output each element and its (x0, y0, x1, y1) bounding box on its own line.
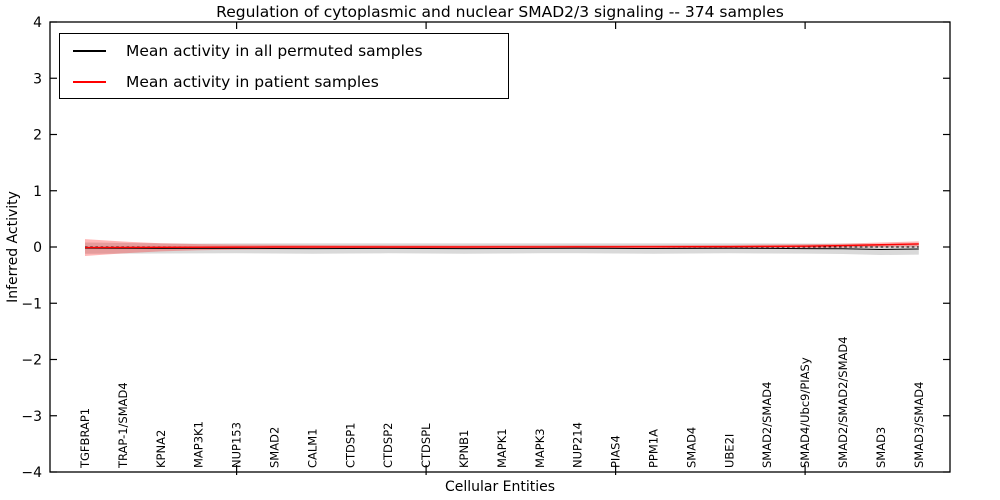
y-tick-label: −2 (21, 353, 42, 369)
x-category-label: UBE2I (722, 434, 736, 468)
x-axis-label: Cellular Entities (444, 479, 556, 495)
x-category-label: SMAD3 (874, 427, 888, 468)
x-category-label: PPM1A (647, 429, 661, 468)
legend-line-permuted-icon (73, 49, 106, 52)
x-category-label: KPNA2 (154, 430, 168, 468)
y-tick-label: 1 (33, 184, 42, 200)
x-category-label: PIAS4 (609, 435, 623, 468)
x-category-label: SMAD4/Ubc9/PIASy (798, 357, 812, 468)
y-tick-label: 3 (33, 71, 42, 87)
series-line-0 (84, 247, 919, 251)
x-category-label: SMAD2/SMAD4 (760, 382, 774, 468)
legend: Mean activity in all permuted samples Me… (59, 33, 509, 99)
x-category-label: KPNB1 (457, 430, 471, 468)
y-tick-label: 0 (33, 240, 42, 256)
y-tick-label: 2 (33, 128, 42, 144)
x-category-label: NUP214 (571, 422, 585, 468)
x-category-label: TGFBRAP1 (78, 408, 92, 469)
x-category-label: CTDSPL (419, 423, 433, 468)
legend-label-patient: Mean activity in patient samples (126, 72, 379, 91)
x-category-label: CTDSP2 (381, 423, 395, 468)
x-category-label: CTDSP1 (343, 423, 357, 468)
y-tick-label: −1 (21, 296, 42, 312)
x-category-label: NUP153 (230, 422, 244, 468)
x-category-label: TRAP-1/SMAD4 (116, 382, 130, 469)
legend-line-patient-icon (73, 80, 106, 83)
y-tick-label: −4 (21, 465, 42, 481)
x-category-label: SMAD2/SMAD2/SMAD4 (836, 336, 850, 468)
series-line-1 (84, 243, 919, 249)
x-category-label: MAP3K1 (192, 421, 206, 468)
x-category-label: MAPK1 (495, 428, 509, 468)
x-category-label: MAPK3 (533, 428, 547, 468)
legend-item-patient: Mean activity in patient samples (60, 66, 508, 97)
legend-label-permuted: Mean activity in all permuted samples (126, 41, 423, 60)
x-category-label: SMAD3/SMAD4 (912, 382, 926, 468)
chart-title: Regulation of cytoplasmic and nuclear SM… (216, 3, 784, 21)
y-tick-label: −3 (21, 409, 42, 425)
y-tick-label: 4 (33, 15, 42, 31)
x-category-label: SMAD2 (268, 427, 282, 468)
legend-item-permuted: Mean activity in all permuted samples (60, 35, 508, 66)
x-category-label: CALM1 (305, 428, 319, 468)
x-category-label: SMAD4 (684, 427, 698, 468)
